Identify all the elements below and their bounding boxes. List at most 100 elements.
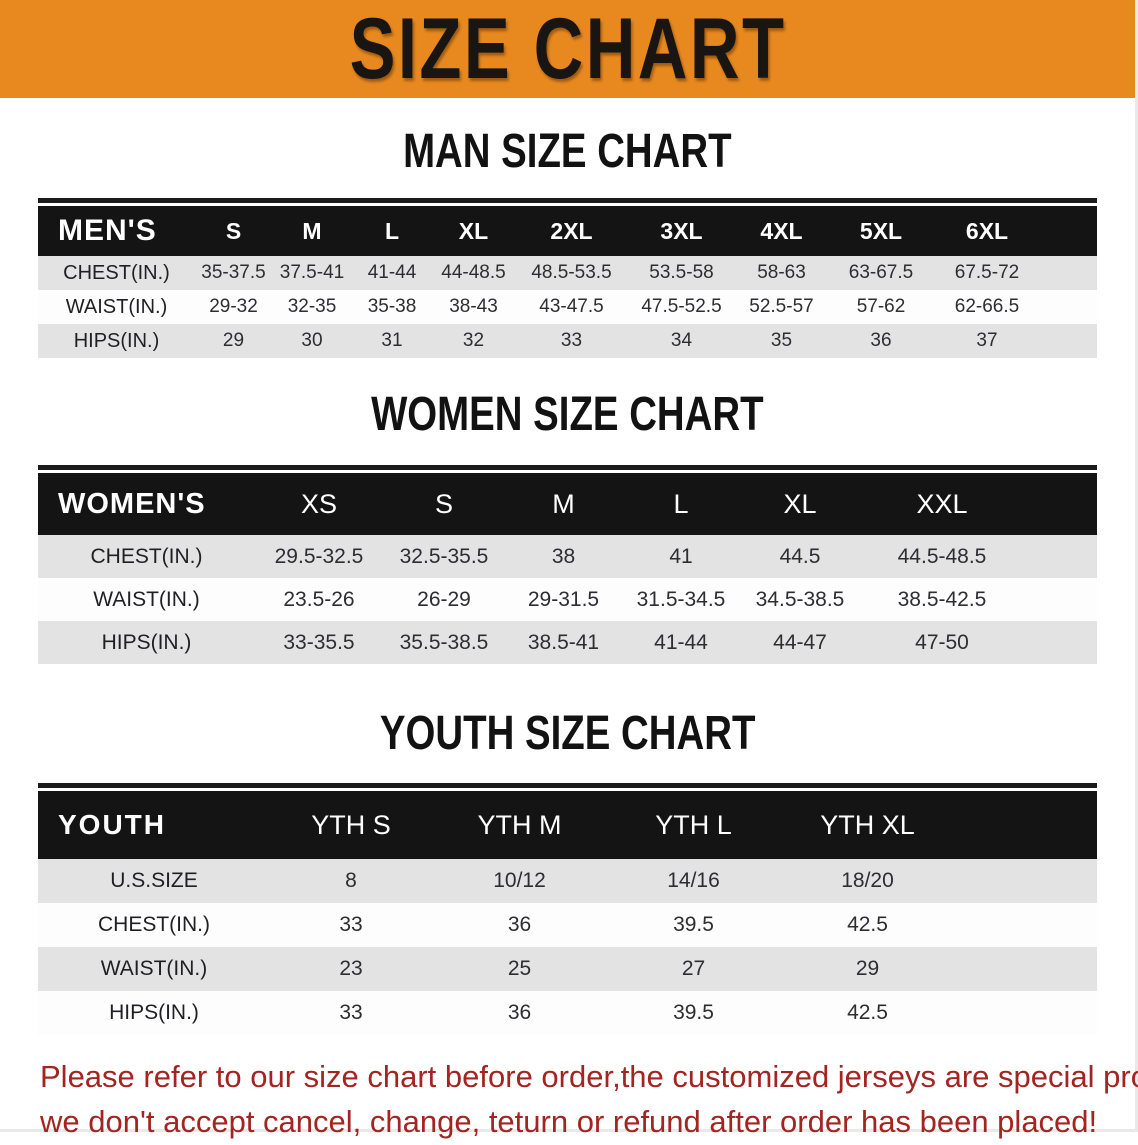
size-value-cell: 26-29 [417,587,471,611]
column-header: YTH S [311,809,391,840]
size-value-cell: 63-67.5 [848,262,914,283]
header-spacer [955,791,1097,859]
size-value-cell: 29 [855,957,880,980]
size-value-cell: 32-35 [287,296,337,317]
row-label: WAIST(IN.) [93,587,200,611]
size-value-cell: 35-37.5 [201,262,266,283]
size-value-cell: 44-47 [773,630,827,654]
size-value-cell: 18/20 [841,869,894,892]
youth-group-label: YOUTH [58,809,166,840]
size-value-cell: 47-50 [915,630,969,654]
size-value-cell: 32 [462,330,485,351]
disclaimer-line-2: we don't accept cancel, change, teturn o… [40,1103,1098,1139]
size-value-cell: 34.5-38.5 [755,587,845,611]
man-table-header-row: MEN'S S M L XL 2XL 3XL 4XL 5XL 6XL [38,206,1097,256]
size-value-cell: 23.5-26 [283,587,355,611]
size-value-cell: 44-48.5 [441,262,506,283]
size-value-cell: 38.5-42.5 [897,587,987,611]
size-value-cell: 58-63 [757,262,806,283]
row-label: U.S.SIZE [110,869,198,892]
size-value-cell: 36 [870,330,892,351]
row-label: WAIST(IN.) [65,295,168,318]
row-spacer [955,903,1097,947]
women-size-table: WOMEN'S XS S M L XL XXL CHEST(IN.) 29.5-… [38,465,1097,664]
size-value-cell: 23 [339,957,363,980]
size-value-cell: 10/12 [493,869,546,892]
size-value-cell: 35 [770,330,793,351]
column-header: S [225,217,242,244]
row-spacer [1040,290,1097,324]
size-chart-banner: SIZE CHART [0,0,1135,98]
column-header: XXL [916,488,968,519]
women-section-heading: WOMEN SIZE CHART [0,391,1135,439]
size-value-cell: 25 [507,957,532,980]
table-row: WAIST(IN.) 23.5-26 26-29 29-31.5 31.5-34… [38,578,1097,621]
header-spacer [1040,206,1097,256]
size-value-cell: 42.5 [847,1001,888,1024]
size-value-cell: 38 [551,544,576,568]
size-value-cell: 33-35.5 [283,630,355,654]
column-header: YTH XL [820,809,915,840]
table-row: CHEST(IN.) 29.5-32.5 32.5-35.5 38 41 44.… [38,535,1097,578]
table-row: WAIST(IN.) 23 25 27 29 [38,947,1097,991]
man-section-heading-text: MAN SIZE CHART [403,125,732,178]
women-table-header-row: WOMEN'S XS S M L XL XXL [38,473,1097,535]
table-row: HIPS(IN.) 33 36 39.5 42.5 [38,991,1097,1035]
row-label: HIPS(IN.) [101,630,192,654]
disclaimer-line-1: Please refer to our size chart before or… [40,1059,1138,1094]
size-value-cell: 36 [507,1001,532,1024]
size-value-cell: 33 [339,1001,363,1024]
column-header: 2XL [550,217,593,244]
size-value-cell: 27 [681,957,706,980]
women-group-label: WOMEN'S [58,487,206,520]
size-value-cell: 41 [669,544,693,568]
column-header: M [552,488,575,519]
column-header: 3XL [660,217,703,244]
table-row: CHEST(IN.) 35-37.5 37.5-41 41-44 44-48.5… [38,256,1097,290]
header-spacer [1024,473,1097,535]
size-value-cell: 57-62 [856,296,906,317]
table-row: CHEST(IN.) 33 36 39.5 42.5 [38,903,1097,947]
size-value-cell: 32.5-35.5 [399,544,489,568]
row-spacer [955,859,1097,903]
women-section-heading-text: WOMEN SIZE CHART [371,388,764,441]
table-row: WAIST(IN.) 29-32 32-35 35-38 38-43 43-47… [38,290,1097,324]
size-value-cell: 44.5 [779,544,821,568]
size-value-cell: 29.5-32.5 [274,544,364,568]
row-label: HIPS(IN.) [73,329,160,352]
man-size-table: MEN'S S M L XL 2XL 3XL 4XL 5XL 6XL CHEST… [38,198,1097,358]
youth-size-table: YOUTH YTH S YTH M YTH L YTH XL U.S.SIZE … [38,783,1097,1035]
column-header: S [434,488,453,519]
column-header: XS [300,488,338,519]
size-value-cell: 33 [560,330,583,351]
size-value-cell: 37.5-41 [279,262,345,283]
size-value-cell: 31 [381,330,403,351]
row-spacer [1024,535,1097,578]
size-value-cell: 35-38 [367,296,417,317]
size-value-cell: 44.5-48.5 [897,544,987,568]
row-label: HIPS(IN.) [109,1001,199,1024]
size-value-cell: 43-47.5 [539,296,604,317]
column-header: M [302,217,322,244]
column-header: L [673,488,689,519]
row-label: WAIST(IN.) [100,957,208,980]
disclaimer-text: Please refer to our size chart before or… [40,1055,1138,1145]
size-value-cell: 39.5 [673,1001,714,1024]
column-header: L [384,217,400,244]
youth-section-heading-text: YOUTH SIZE CHART [379,707,756,760]
size-value-cell: 41-44 [367,262,417,283]
banner-title: SIZE CHART [349,1,786,97]
youth-table-header-row: YOUTH YTH S YTH M YTH L YTH XL [38,791,1097,859]
size-value-cell: 62-66.5 [954,296,1020,317]
row-spacer [1040,324,1097,358]
size-value-cell: 14/16 [667,869,720,892]
size-value-cell: 39.5 [673,913,714,936]
size-value-cell: 48.5-53.5 [531,262,612,283]
man-group-label: MEN'S [58,214,157,247]
row-label: CHEST(IN.) [63,261,170,284]
column-header: YTH M [477,809,562,840]
size-value-cell: 38.5-41 [527,630,600,654]
row-spacer [1024,578,1097,621]
column-header: 6XL [965,217,1009,244]
row-spacer [955,947,1097,991]
